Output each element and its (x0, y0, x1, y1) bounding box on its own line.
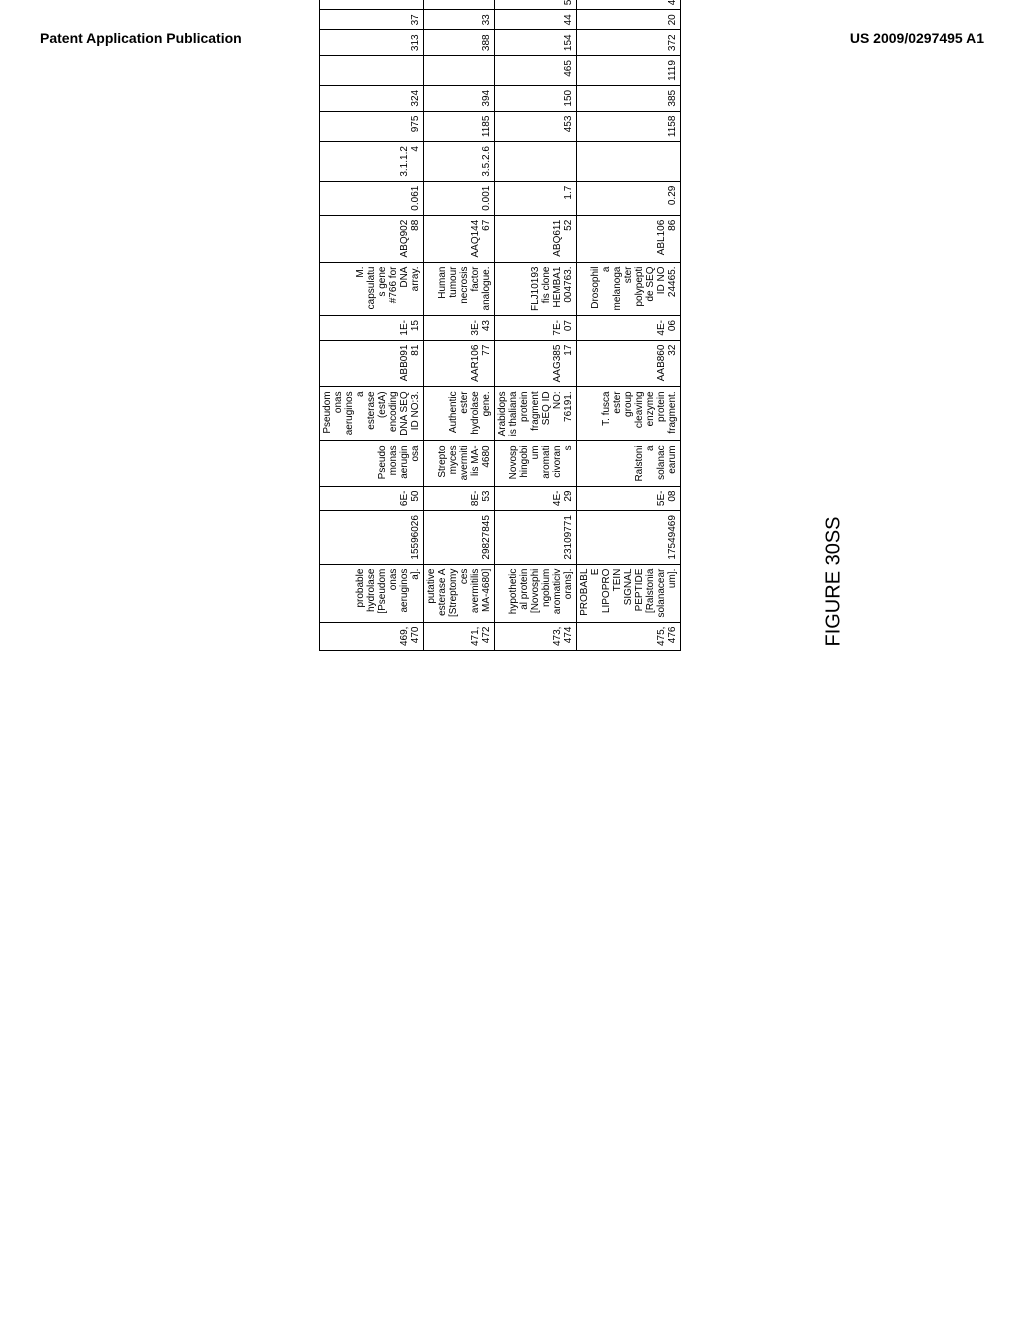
table-cell: 975 (320, 111, 424, 142)
table-cell: 33 (424, 10, 495, 30)
table-cell: 47 (577, 0, 681, 10)
table-cell: PROBABL E LIPOPRO TEIN SIGNAL PEPTIDE [R… (577, 564, 681, 622)
table-cell (320, 56, 424, 86)
table-cell: 20 (577, 10, 681, 30)
table-cell: 0.001 (424, 181, 495, 215)
table-cell: 465 (495, 56, 577, 86)
table-cell: 1.7 (495, 181, 577, 215)
table-cell: Authentic ester hydrolase gene. (424, 387, 495, 441)
table-cell: 4E-06 (577, 316, 681, 341)
table-cell: M. capsulatu s gene #766 for DNA array. (320, 262, 424, 315)
table-cell (495, 142, 577, 182)
table-cell: 8E-53 (424, 486, 495, 511)
table-cell: Strepto myces avermiti lis MA-4680 (424, 441, 495, 486)
table-cell: Pseudom onas aeruginos a esterase (estA)… (320, 387, 424, 441)
table-cell (577, 142, 681, 182)
table-cell: 453 (495, 111, 577, 142)
data-table: 469, 470probable hydrolase [Pseudom onas… (319, 0, 681, 651)
table-cell: AAQ144 67 (424, 215, 495, 262)
table-cell: 7E-07 (495, 316, 577, 341)
table-cell: Ralstoni a solanac earum (577, 441, 681, 486)
table-cell: 150 (495, 85, 577, 111)
figure-caption: FIGURE 30SS (822, 516, 845, 646)
table-cell: 44 (495, 10, 577, 30)
table-cell: 15596026 (320, 511, 424, 565)
table-cell: Pseudo monas aerugin osa (320, 441, 424, 486)
header-left: Patent Application Publication (40, 30, 242, 46)
table-cell: 37 (320, 10, 424, 30)
header-right: US 2009/0297495 A1 (850, 30, 984, 46)
table-row: 469, 470probable hydrolase [Pseudom onas… (320, 0, 424, 651)
table-cell: 53 (495, 0, 577, 10)
table-cell: ABL106 86 (577, 215, 681, 262)
table-cell: 23109771 (495, 511, 577, 565)
table-cell: 1119 (577, 56, 681, 86)
table-cell: Arabidops is thaliana protein fragment S… (495, 387, 577, 441)
table-row: 473, 474hypothetic al protein [Novosphi … (495, 0, 577, 651)
rotated-table-wrapper: 469, 470probable hydrolase [Pseudom onas… (319, 51, 681, 651)
table-cell: 1185 (424, 111, 495, 142)
table-cell: putative esterase A [Streptomy ces averm… (424, 564, 495, 622)
table-cell: 324 (320, 85, 424, 111)
table-cell: 394 (424, 85, 495, 111)
table-cell (320, 0, 424, 10)
table-cell (424, 0, 495, 10)
table-cell: 29827845 (424, 511, 495, 565)
table-cell: 4E-29 (495, 486, 577, 511)
table-cell: 6E-50 (320, 486, 424, 511)
table-cell: 388 (424, 30, 495, 56)
table-cell: 475, 476 (577, 622, 681, 650)
table-cell: FLJ10193 fis clone HEMBA1 004763. (495, 262, 577, 315)
table-cell: Novosp hingobi um aromati civoran s (495, 441, 577, 486)
table-cell: AAB860 32 (577, 340, 681, 387)
table-cell: hypothetic al protein [Novosphi ngobium … (495, 564, 577, 622)
table-cell: 385 (577, 85, 681, 111)
figure-container: 469, 470probable hydrolase [Pseudom onas… (200, 170, 800, 1070)
table-cell: ABQ902 88 (320, 215, 424, 262)
table-cell: 1158 (577, 111, 681, 142)
table-cell: 3.1.1.2 4 (320, 142, 424, 182)
table-cell: 0.061 (320, 181, 424, 215)
table-cell: ABQ611 52 (495, 215, 577, 262)
table-cell: ABB091 81 (320, 340, 424, 387)
table-cell: AAR106 77 (424, 340, 495, 387)
table-cell: 372 (577, 30, 681, 56)
table-cell: AAG385 17 (495, 340, 577, 387)
table-cell: Drosophil a melanoga ster polypepti de S… (577, 262, 681, 315)
table-row: 475, 476PROBABL E LIPOPRO TEIN SIGNAL PE… (577, 0, 681, 651)
table-cell: 313 (320, 30, 424, 56)
table-row: 471, 472putative esterase A [Streptomy c… (424, 0, 495, 651)
table-cell: 3.5.2.6 (424, 142, 495, 182)
table-cell: 469, 470 (320, 622, 424, 650)
table-cell: Human tumour necrosis factor analogue. (424, 262, 495, 315)
table-cell: 17549469 (577, 511, 681, 565)
table-cell: 0.29 (577, 181, 681, 215)
table-cell: 471, 472 (424, 622, 495, 650)
table-cell: 5E-08 (577, 486, 681, 511)
table-cell: 1E-15 (320, 316, 424, 341)
table-cell: T. fusca ester group cleaving enzyme pro… (577, 387, 681, 441)
table-cell: 3E-43 (424, 316, 495, 341)
table-cell: 154 (495, 30, 577, 56)
table-cell: 473, 474 (495, 622, 577, 650)
table-cell (424, 56, 495, 86)
table-cell: probable hydrolase [Pseudom onas aerugin… (320, 564, 424, 622)
